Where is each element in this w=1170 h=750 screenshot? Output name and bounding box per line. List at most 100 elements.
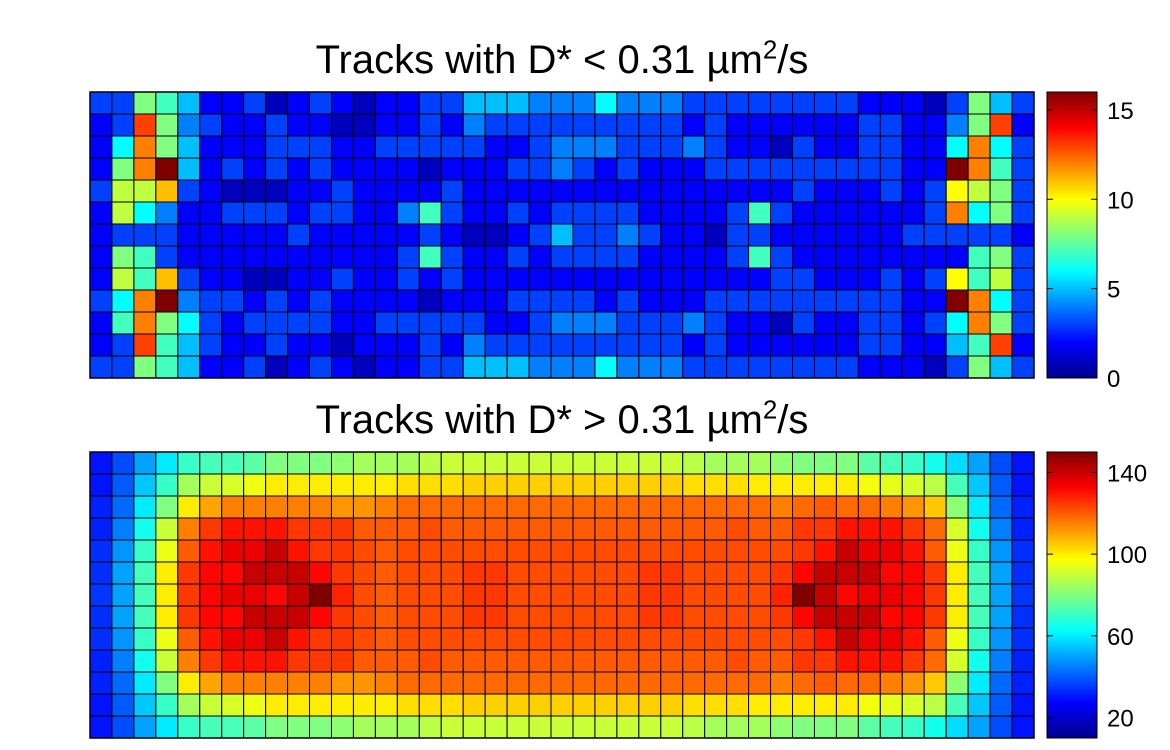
heatmap-cell (155, 113, 179, 137)
heatmap-cell (484, 223, 508, 247)
heatmap-cell (748, 715, 772, 739)
heatmap-cell (616, 201, 640, 225)
heatmap-cell (352, 267, 376, 291)
heatmap-cell (945, 267, 969, 291)
heatmap-cell (265, 495, 289, 519)
heatmap-cell (352, 91, 376, 115)
heatmap-cell (550, 539, 574, 563)
heatmap-cell (1011, 113, 1035, 137)
heatmap-cell (967, 495, 991, 519)
heatmap-cell (528, 517, 552, 541)
heatmap-cell (638, 715, 662, 739)
heatmap-cell (660, 223, 684, 247)
heatmap-cell (945, 671, 969, 695)
heatmap-cell (726, 583, 750, 607)
heatmap-cell (594, 539, 618, 563)
heatmap-cell (660, 267, 684, 291)
heatmap-cell (506, 627, 530, 651)
heatmap-cell (770, 715, 794, 739)
heatmap-cell (901, 333, 925, 357)
heatmap-cell (287, 451, 311, 475)
heatmap-cell (989, 495, 1013, 519)
heatmap-cell (199, 605, 223, 629)
heatmap-cell (923, 715, 947, 739)
heatmap-cell (572, 113, 596, 137)
heatmap-cell (748, 113, 772, 137)
heatmap-cell (550, 267, 574, 291)
heatmap-cell (704, 135, 728, 159)
heatmap-cell (462, 201, 486, 225)
heatmap-cell (704, 583, 728, 607)
heatmap-cell (572, 539, 596, 563)
heatmap-cell (528, 333, 552, 357)
heatmap-cell (484, 333, 508, 357)
heatmap-cell (967, 693, 991, 717)
heatmap-cell (748, 627, 772, 651)
heatmap-cell (221, 451, 245, 475)
heatmap-cell (396, 179, 420, 203)
heatmap-cell (221, 245, 245, 269)
heatmap-cell (440, 289, 464, 313)
heatmap-cell (506, 671, 530, 695)
heatmap-cell (967, 539, 991, 563)
heatmap-cell (309, 245, 332, 269)
heatmap-cell (792, 113, 815, 137)
heatmap-cell (352, 179, 376, 203)
heatmap-cell (287, 333, 311, 357)
heatmap-cell (660, 649, 684, 673)
heatmap-cell (265, 113, 289, 137)
heatmap-cell (221, 583, 245, 607)
heatmap-cell (221, 289, 245, 313)
heatmap-cell (857, 157, 881, 181)
heatmap-cell (528, 223, 552, 247)
heatmap-cell (462, 451, 486, 475)
heatmap-cell (1011, 179, 1035, 203)
heatmap-cell (89, 355, 113, 379)
heatmap-cell (221, 495, 245, 519)
heatmap-cell (155, 289, 179, 313)
heatmap-cell (462, 311, 486, 335)
heatmap-cell (309, 583, 332, 607)
heatmap-cell (265, 561, 289, 585)
heatmap-cell (287, 517, 311, 541)
heatmap-cell (748, 517, 772, 541)
top-colorbar: 0 5 10 15 (1046, 91, 1134, 393)
heatmap-cell (221, 473, 245, 497)
colorbar-gradient (1046, 451, 1098, 739)
heatmap-cell (726, 539, 750, 563)
heatmap-cell (704, 157, 728, 181)
heatmap-cell (133, 495, 157, 519)
heatmap-cell (857, 605, 881, 629)
heatmap-cell (484, 671, 508, 695)
heatmap-cell (243, 245, 267, 269)
heatmap-cell (572, 91, 596, 115)
heatmap-cell (155, 561, 179, 585)
heatmap-cell (111, 91, 135, 115)
heatmap-cell (374, 223, 398, 247)
heatmap-cell (528, 113, 552, 137)
heatmap-cell (418, 91, 442, 115)
heatmap-cell (440, 561, 464, 585)
heatmap-cell (484, 245, 508, 269)
heatmap-cell (243, 135, 267, 159)
heatmap-cell (374, 201, 398, 225)
heatmap-cell (901, 715, 925, 739)
heatmap-cell (748, 355, 772, 379)
heatmap-cell (616, 311, 640, 335)
heatmap-cell (792, 289, 815, 313)
heatmap-cell (748, 201, 772, 225)
heatmap-cell (506, 583, 530, 607)
heatmap-cell (572, 517, 596, 541)
heatmap-cell (177, 539, 201, 563)
colorbar-tick-label: 10 (1107, 187, 1134, 214)
heatmap-cell (177, 495, 201, 519)
heatmap-cell (638, 289, 662, 313)
heatmap-cell (704, 223, 728, 247)
heatmap-cell (813, 605, 837, 629)
heatmap-cell (594, 157, 618, 181)
heatmap-cell (462, 91, 486, 115)
heatmap-cell (418, 135, 442, 159)
top-heatmap (89, 91, 1035, 379)
heatmap-cell (813, 693, 837, 717)
heatmap-cell (967, 671, 991, 695)
